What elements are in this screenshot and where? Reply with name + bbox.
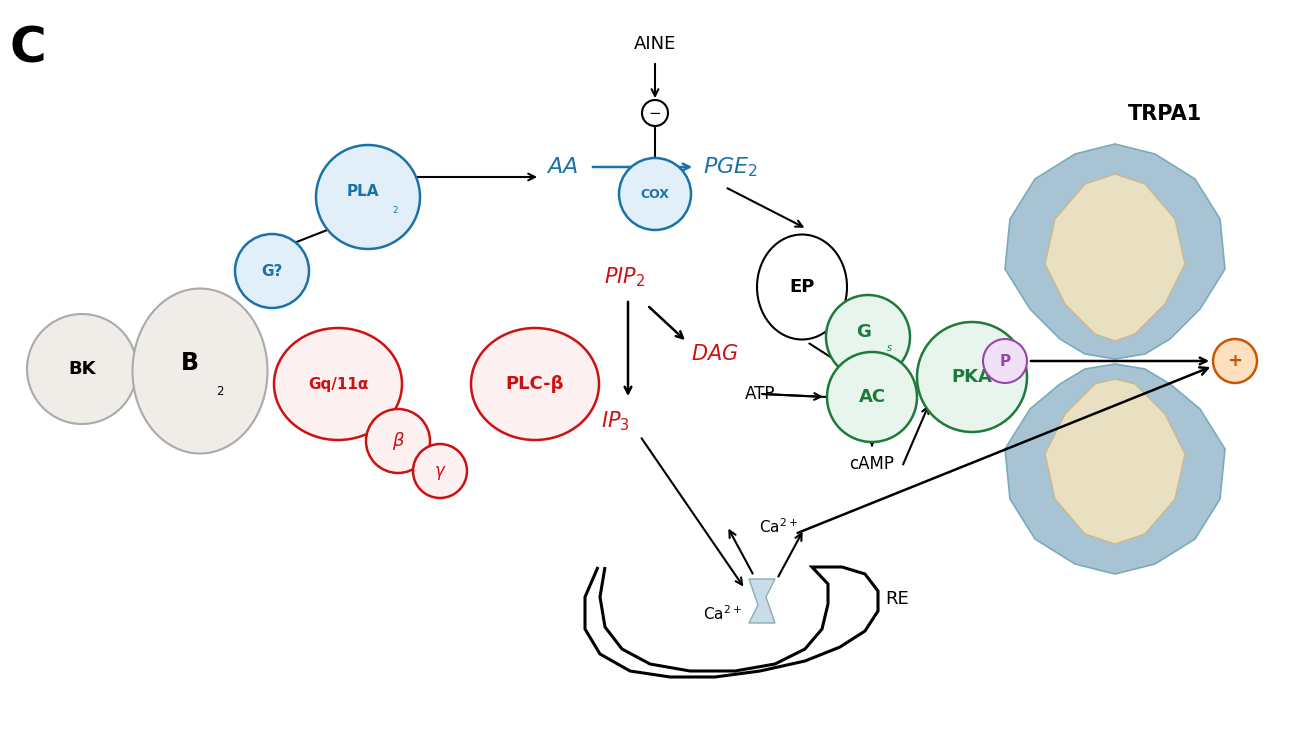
Text: P: P [999,353,1011,369]
Circle shape [366,409,430,473]
Circle shape [1213,339,1257,383]
Text: $\mathit{AA}$: $\mathit{AA}$ [546,157,578,177]
Text: C: C [9,24,47,72]
Polygon shape [750,579,776,623]
Text: Gq/11α: Gq/11α [308,376,368,392]
Circle shape [27,314,136,424]
Text: BK: BK [69,360,96,378]
Circle shape [826,295,911,379]
Text: γ: γ [435,462,446,480]
Text: G: G [856,323,872,341]
Circle shape [983,339,1028,383]
Text: $\mathit{IP_3}$: $\mathit{IP_3}$ [600,409,630,433]
Text: Ca$^{2+}$: Ca$^{2+}$ [759,517,798,537]
Text: COX: COX [640,188,669,200]
Text: TRPA1: TRPA1 [1128,104,1202,124]
Text: $_s$: $_s$ [886,340,894,354]
Text: cAMP: cAMP [850,455,895,473]
Circle shape [316,145,420,249]
Text: PLA: PLA [347,183,379,199]
Polygon shape [1044,379,1185,544]
Text: ATP: ATP [744,385,776,403]
Polygon shape [1005,364,1225,574]
Text: AINE: AINE [634,35,677,53]
Polygon shape [1005,144,1225,359]
Text: $\mathit{PGE_2}$: $\mathit{PGE_2}$ [703,155,757,179]
Circle shape [827,352,917,442]
Ellipse shape [472,328,599,440]
Text: $_2$: $_2$ [216,380,225,398]
Circle shape [620,158,691,230]
Text: EP: EP [790,278,814,296]
Text: $_2$: $_2$ [391,202,399,216]
Circle shape [917,322,1028,432]
Circle shape [413,444,468,498]
Circle shape [642,100,668,126]
Circle shape [235,234,309,308]
Text: G?: G? [261,264,283,279]
Text: $\mathit{DAG}$: $\mathit{DAG}$ [691,344,739,364]
Text: B: B [181,351,199,375]
Text: AC: AC [859,388,886,406]
Ellipse shape [757,234,847,339]
Text: −: − [648,106,661,120]
Text: PKA: PKA [952,368,992,386]
Text: $\mathit{PIP_2}$: $\mathit{PIP_2}$ [604,265,646,289]
Text: RE: RE [885,590,909,608]
Text: Ca$^{2+}$: Ca$^{2+}$ [703,605,742,624]
Text: β: β [392,432,404,450]
Ellipse shape [132,288,268,454]
Text: PLC-β: PLC-β [505,375,564,393]
Text: +: + [1228,352,1243,370]
Ellipse shape [274,328,401,440]
Polygon shape [1044,174,1185,341]
